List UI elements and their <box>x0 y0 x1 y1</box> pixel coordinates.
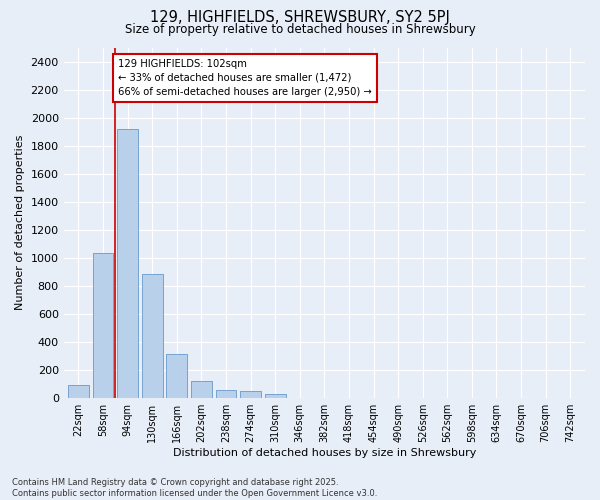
Bar <box>117 128 138 398</box>
Bar <box>191 381 212 398</box>
Bar <box>240 390 261 398</box>
Text: Contains HM Land Registry data © Crown copyright and database right 2025.
Contai: Contains HM Land Registry data © Crown c… <box>12 478 377 498</box>
Bar <box>265 394 286 398</box>
Bar <box>215 390 236 398</box>
Bar <box>68 385 89 398</box>
Bar <box>166 354 187 398</box>
Text: Size of property relative to detached houses in Shrewsbury: Size of property relative to detached ho… <box>125 22 475 36</box>
Y-axis label: Number of detached properties: Number of detached properties <box>15 135 25 310</box>
Bar <box>142 274 163 398</box>
Text: 129, HIGHFIELDS, SHREWSBURY, SY2 5PJ: 129, HIGHFIELDS, SHREWSBURY, SY2 5PJ <box>150 10 450 25</box>
X-axis label: Distribution of detached houses by size in Shrewsbury: Distribution of detached houses by size … <box>173 448 476 458</box>
Text: 129 HIGHFIELDS: 102sqm
← 33% of detached houses are smaller (1,472)
66% of semi-: 129 HIGHFIELDS: 102sqm ← 33% of detached… <box>118 58 371 96</box>
Bar <box>92 254 113 398</box>
